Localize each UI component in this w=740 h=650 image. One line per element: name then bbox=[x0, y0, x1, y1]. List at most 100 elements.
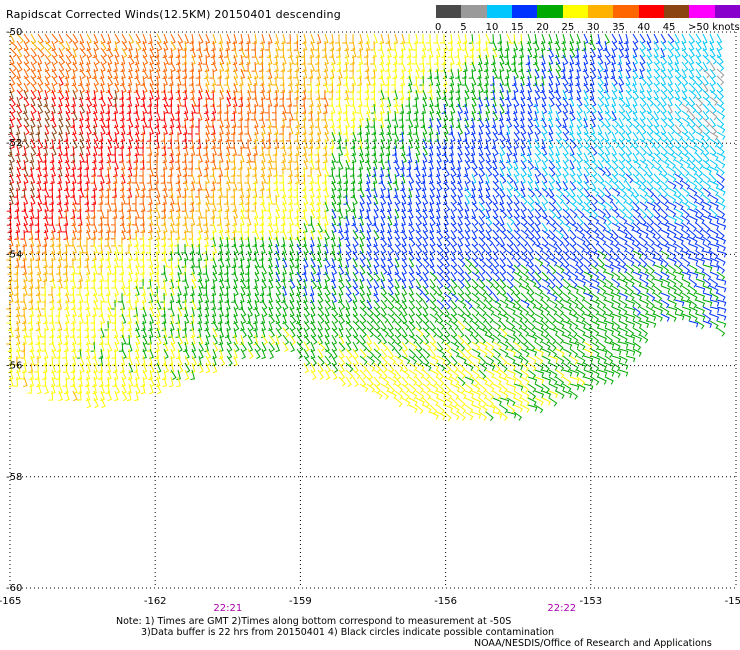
wind-barb bbox=[681, 229, 691, 239]
wind-barb bbox=[300, 54, 306, 65]
wind-barb bbox=[98, 362, 103, 373]
wind-barb bbox=[182, 82, 188, 93]
wind-barb bbox=[301, 264, 307, 275]
wind-barb bbox=[43, 264, 48, 276]
wind-barb bbox=[422, 383, 431, 393]
wind-barb bbox=[562, 348, 572, 357]
wind-barb bbox=[590, 355, 601, 363]
wind-barb bbox=[492, 110, 499, 122]
wind-barb bbox=[43, 138, 48, 150]
wind-barb bbox=[471, 278, 479, 289]
wind-barb bbox=[22, 355, 27, 367]
wind-barb bbox=[674, 131, 683, 141]
wind-barb bbox=[436, 257, 444, 268]
wind-barb bbox=[134, 313, 139, 325]
wind-barb bbox=[702, 33, 708, 45]
wind-barb bbox=[30, 117, 36, 129]
wind-barb bbox=[42, 271, 48, 282]
wind-barb bbox=[288, 194, 293, 206]
wind-barb bbox=[422, 271, 429, 283]
wind-barb bbox=[7, 208, 12, 219]
wind-barb bbox=[470, 187, 476, 199]
legend-swatch bbox=[461, 5, 488, 18]
wind-barb bbox=[328, 82, 334, 93]
wind-barb bbox=[526, 89, 532, 101]
wind-barb bbox=[175, 313, 181, 324]
wind-barb bbox=[338, 341, 346, 352]
wind-barb bbox=[79, 138, 85, 150]
wind-barb bbox=[55, 229, 61, 240]
wind-barb bbox=[127, 82, 132, 94]
wind-barb bbox=[513, 208, 520, 220]
wind-barb bbox=[240, 278, 247, 290]
wind-barb bbox=[154, 117, 160, 128]
wind-barb bbox=[301, 180, 307, 191]
wind-barb bbox=[177, 362, 184, 374]
wind-barb bbox=[36, 376, 41, 388]
wind-barb bbox=[541, 152, 549, 163]
wind-barb bbox=[36, 145, 41, 157]
wind-barb bbox=[618, 355, 628, 364]
wind-barb bbox=[156, 383, 162, 395]
wind-barb bbox=[541, 229, 551, 239]
wind-barb bbox=[84, 180, 89, 191]
wind-barb bbox=[330, 271, 336, 283]
wind-barb bbox=[695, 152, 703, 163]
wind-barb bbox=[268, 348, 274, 360]
wind-barb bbox=[30, 47, 38, 58]
wind-barb bbox=[527, 229, 535, 240]
wind-barb bbox=[632, 299, 642, 309]
wind-barb bbox=[632, 68, 639, 80]
wind-barb bbox=[287, 96, 292, 107]
wind-barb bbox=[251, 103, 257, 114]
wind-barb bbox=[275, 341, 280, 353]
wind-barb bbox=[653, 264, 664, 273]
wind-barb bbox=[492, 362, 501, 373]
wind-barb bbox=[266, 138, 271, 149]
wind-barb bbox=[660, 236, 669, 246]
wind-barb bbox=[218, 47, 224, 59]
wind-barb bbox=[338, 355, 346, 366]
wind-barb bbox=[399, 138, 405, 149]
wind-barb bbox=[163, 103, 169, 115]
wind-barb bbox=[562, 341, 573, 349]
wind-barb bbox=[660, 306, 670, 316]
wind-barb bbox=[541, 285, 551, 295]
wind-barb bbox=[427, 82, 433, 93]
wind-barb bbox=[363, 47, 369, 58]
wind-barb bbox=[597, 355, 607, 364]
wind-barb bbox=[134, 68, 139, 80]
wind-barb bbox=[98, 145, 103, 156]
wind-barb bbox=[506, 152, 511, 164]
wind-barb bbox=[457, 362, 466, 373]
wind-barb bbox=[527, 124, 534, 136]
wind-barb bbox=[527, 96, 534, 108]
wind-barb bbox=[702, 173, 711, 183]
wind-barb bbox=[512, 75, 517, 87]
wind-barb bbox=[301, 82, 307, 93]
wind-barb bbox=[534, 229, 542, 240]
wind-barb bbox=[660, 103, 667, 115]
wind-barb bbox=[448, 138, 454, 149]
wind-barb bbox=[632, 89, 640, 100]
wind-barb bbox=[541, 355, 551, 364]
wind-barb bbox=[309, 173, 314, 185]
wind-barb bbox=[302, 285, 308, 297]
wind-barb bbox=[71, 313, 76, 325]
wind-barb bbox=[497, 124, 503, 135]
wind-barb bbox=[478, 236, 486, 247]
wind-barb bbox=[303, 257, 309, 269]
wind-barb bbox=[590, 61, 597, 73]
wind-barb bbox=[345, 348, 353, 359]
wind-barb bbox=[625, 208, 634, 219]
wind-barb bbox=[443, 369, 453, 379]
wind-barb bbox=[373, 299, 381, 310]
wind-barb bbox=[380, 264, 388, 275]
wind-barb bbox=[568, 82, 573, 94]
wind-barb bbox=[316, 236, 322, 248]
wind-barb bbox=[212, 243, 218, 255]
wind-barb bbox=[448, 124, 454, 135]
wind-barb bbox=[268, 306, 274, 318]
wind-barb bbox=[119, 327, 125, 338]
wind-barb bbox=[287, 222, 292, 233]
